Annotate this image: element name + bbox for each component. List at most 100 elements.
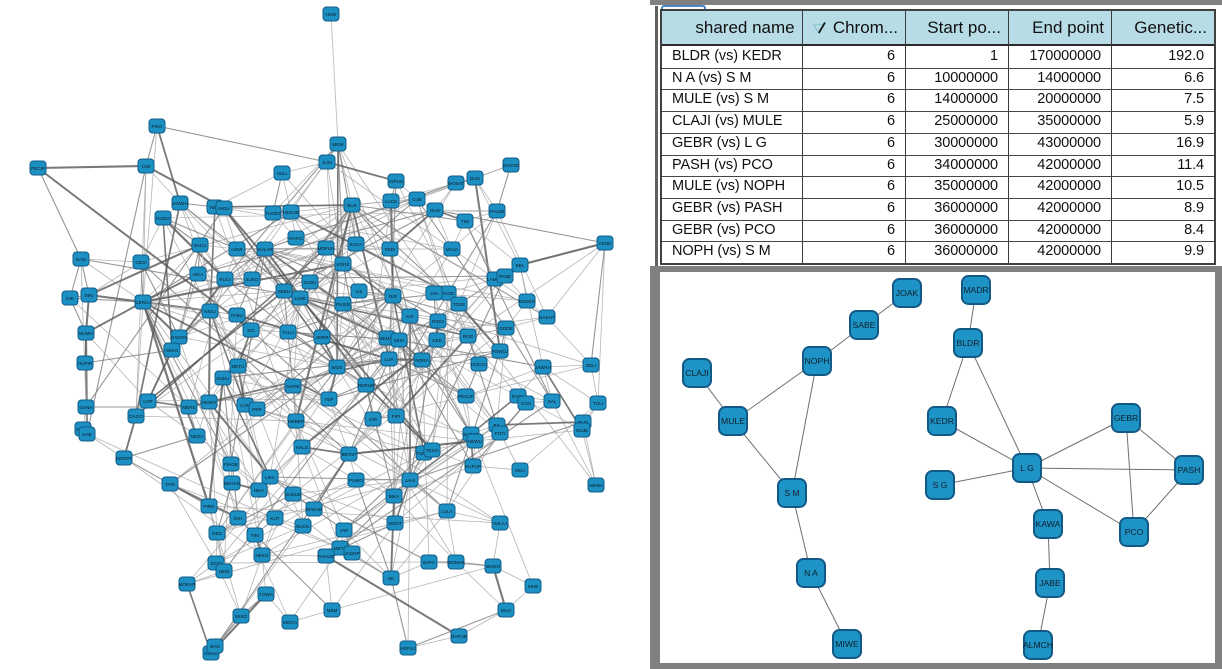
svg-text:GUKUK: GUKUK <box>285 492 302 497</box>
svg-text:KACA: KACA <box>350 242 363 247</box>
svg-text:TOWA: TOWA <box>259 592 273 597</box>
svg-text:WILAJ: WILAJ <box>493 521 507 526</box>
svg-text:PANE: PANE <box>499 274 511 279</box>
svg-text:PASH: PASH <box>1178 465 1201 475</box>
svg-text:TESO: TESO <box>426 448 439 453</box>
svg-text:LUCE: LUCE <box>385 199 397 204</box>
svg-text:JABE: JABE <box>1039 578 1061 588</box>
svg-text:FIHOK: FIHOK <box>224 462 239 467</box>
svg-text:MERE: MERE <box>182 405 195 410</box>
svg-text:CIM: CIM <box>142 164 151 169</box>
svg-text:PCO: PCO <box>1125 527 1144 537</box>
svg-text:HICA: HICA <box>193 272 205 277</box>
svg-text:KORE: KORE <box>336 262 349 267</box>
svg-text:GANA: GANA <box>79 405 93 410</box>
svg-text:MEM: MEM <box>327 608 338 613</box>
svg-text:RUCI: RUCI <box>219 277 230 282</box>
svg-text:TARI: TARI <box>165 482 175 487</box>
svg-text:RERUB: RERUB <box>358 383 374 388</box>
svg-text:HEW: HEW <box>219 569 230 574</box>
svg-text:GIR: GIR <box>369 417 378 422</box>
svg-text:KEROT: KEROT <box>116 456 132 461</box>
svg-text:TIKI: TIKI <box>251 533 259 538</box>
svg-text:JERIR: JERIR <box>315 335 329 340</box>
svg-text:DED: DED <box>212 531 222 536</box>
svg-text:PER: PER <box>252 407 262 412</box>
svg-text:TAGE: TAGE <box>442 291 454 296</box>
svg-text:N A: N A <box>804 568 818 578</box>
svg-text:POWOJ: POWOJ <box>492 349 509 354</box>
svg-text:BUDEG: BUDEG <box>519 299 536 304</box>
svg-text:SACU: SACU <box>194 243 207 248</box>
svg-text:MIWE: MIWE <box>835 639 859 649</box>
svg-text:PUSID: PUSID <box>336 302 351 307</box>
svg-text:NORA: NORA <box>415 358 429 363</box>
svg-text:BIKA: BIKA <box>389 494 400 499</box>
svg-text:WUJ: WUJ <box>501 608 511 613</box>
svg-text:COS: COS <box>521 401 531 406</box>
svg-text:FABU: FABU <box>231 313 243 318</box>
svg-text:GED: GED <box>432 338 443 343</box>
svg-text:GIK: GIK <box>66 296 75 301</box>
svg-text:SUKO: SUKO <box>245 277 258 282</box>
svg-text:KEDR: KEDR <box>930 416 954 426</box>
svg-text:S G: S G <box>933 480 948 490</box>
svg-text:KUT: KUT <box>270 516 279 521</box>
svg-text:RIR: RIR <box>389 294 398 299</box>
svg-text:SAGI: SAGI <box>76 257 87 262</box>
svg-text:DELI: DELI <box>586 363 596 368</box>
svg-text:SAL: SAL <box>548 399 557 404</box>
svg-text:GIPUG: GIPUG <box>389 179 404 184</box>
svg-text:MADR: MADR <box>963 285 988 295</box>
svg-text:JAHI: JAHI <box>405 478 415 483</box>
svg-text:JAWAH: JAWAH <box>535 365 551 370</box>
svg-text:SEBU: SEBU <box>278 289 291 294</box>
svg-text:DIKI: DIKI <box>85 293 94 298</box>
svg-text:PEDI: PEDI <box>385 247 396 252</box>
svg-text:METU: METU <box>231 364 244 369</box>
svg-text:WADO: WADO <box>486 564 501 569</box>
svg-text:WAKAB: WAKAB <box>306 507 322 512</box>
svg-text:JOAK: JOAK <box>896 288 919 298</box>
svg-text:BETAP: BETAP <box>342 452 357 457</box>
svg-text:NEDA: NEDA <box>191 434 205 439</box>
svg-text:LULA: LULA <box>441 509 453 514</box>
svg-text:GUGO: GUGO <box>156 216 170 221</box>
svg-text:LIJA: LIJA <box>384 357 394 362</box>
svg-text:RAFU: RAFU <box>512 394 525 399</box>
svg-text:NIGU: NIGU <box>204 309 215 314</box>
svg-text:HOCOJ: HOCOJ <box>471 362 487 367</box>
svg-text:MOJ: MOJ <box>515 468 525 473</box>
svg-text:WOS: WOS <box>332 365 343 370</box>
svg-text:NEN: NEN <box>210 205 220 210</box>
svg-text:JUSI: JUSI <box>322 160 332 165</box>
svg-text:DADOS: DADOS <box>171 335 187 340</box>
svg-text:HUPIR: HUPIR <box>78 361 93 366</box>
svg-text:TUGES: TUGES <box>265 211 281 216</box>
svg-text:CLAJI: CLAJI <box>685 368 708 378</box>
svg-text:LIKA: LIKA <box>265 475 276 480</box>
svg-text:TEP: TEP <box>325 397 334 402</box>
svg-text:JAWEH: JAWEH <box>172 201 188 206</box>
svg-text:HEBEP: HEBEP <box>288 419 304 424</box>
svg-text:NATIB: NATIB <box>286 384 299 389</box>
svg-text:S M: S M <box>784 488 799 498</box>
svg-text:DUH: DUH <box>430 208 440 213</box>
svg-text:FOTI: FOTI <box>495 431 505 436</box>
svg-text:MAJA: MAJA <box>446 247 459 252</box>
svg-text:META: META <box>334 546 347 551</box>
svg-text:LAMUK: LAMUK <box>487 277 504 282</box>
svg-text:JOJO: JOJO <box>210 561 222 566</box>
svg-text:CAN: CAN <box>240 403 250 408</box>
svg-text:PECIP: PECIP <box>31 166 45 171</box>
svg-text:JADOP: JADOP <box>344 551 359 556</box>
svg-text:BEL: BEL <box>516 263 525 268</box>
svg-text:SIC: SIC <box>247 328 255 333</box>
svg-text:HALO: HALO <box>296 445 309 450</box>
svg-text:SEMAJ: SEMAJ <box>379 336 394 341</box>
svg-text:BLDR: BLDR <box>957 338 980 348</box>
svg-text:JAP: JAP <box>340 528 348 533</box>
svg-text:CERUJ: CERUJ <box>135 300 150 305</box>
svg-text:JAH: JAH <box>430 291 439 296</box>
svg-text:DADU: DADU <box>303 280 316 285</box>
